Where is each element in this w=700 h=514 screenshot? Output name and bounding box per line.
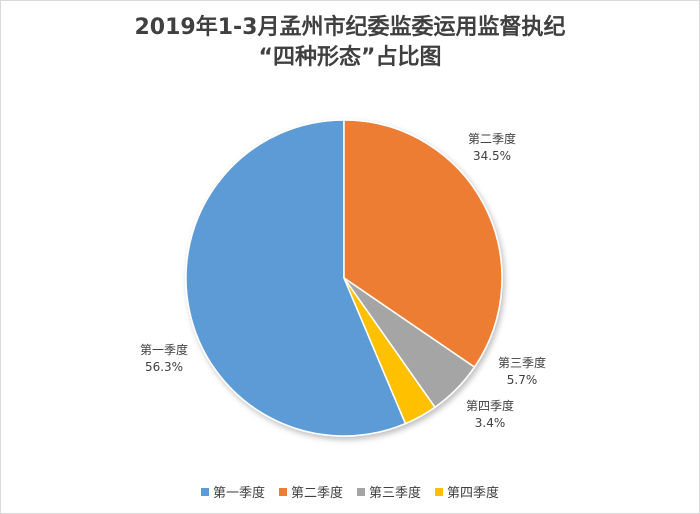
legend-swatch-q4 bbox=[435, 487, 444, 496]
legend-item-q2: 第二季度 bbox=[278, 482, 343, 501]
pie-slice-q4 bbox=[343, 277, 436, 425]
pie-slice-q2 bbox=[343, 119, 503, 369]
legend-item-q3: 第三季度 bbox=[357, 482, 421, 501]
slice-label-value-q4: 3.4% bbox=[475, 416, 506, 430]
chart-legend: 第一季度 第二季度 第三季度 第四季度 bbox=[1, 482, 699, 501]
slice-label-category-q2: 第二季度 bbox=[468, 131, 516, 146]
slice-label-category-q4: 第四季度 bbox=[466, 398, 514, 413]
legend-swatch-q2 bbox=[278, 487, 287, 496]
slice-label-value-q1: 56.3% bbox=[145, 360, 183, 374]
legend-swatch-q3 bbox=[357, 487, 365, 496]
legend-label-q3: 第三季度 bbox=[369, 486, 422, 501]
chart-title-line-2: “四种形态”占比图 bbox=[258, 45, 442, 70]
legend-item-q4: 第四季度 bbox=[435, 482, 499, 501]
slice-label-category-q1: 第一季度 bbox=[140, 342, 188, 357]
legend-label-q2: 第二季度 bbox=[290, 486, 343, 501]
pie-slice-q1 bbox=[185, 119, 407, 437]
legend-swatch-q1 bbox=[200, 487, 209, 496]
slice-label-category-q3: 第三季度 bbox=[498, 355, 546, 370]
slice-label-value-q2: 34.5% bbox=[473, 149, 511, 163]
slice-label-value-q3: 5.7% bbox=[507, 373, 538, 387]
legend-item-q1: 第一季度 bbox=[200, 482, 265, 501]
legend-label-q1: 第一季度 bbox=[212, 486, 265, 501]
chart-title: 2019年1-3月孟州市纪委监委运用监督执纪 “四种形态”占比图 bbox=[1, 13, 699, 73]
chart-title-line-1: 2019年1-3月孟州市纪委监委运用监督执纪 bbox=[134, 15, 566, 40]
legend-label-q4: 第四季度 bbox=[447, 486, 500, 501]
